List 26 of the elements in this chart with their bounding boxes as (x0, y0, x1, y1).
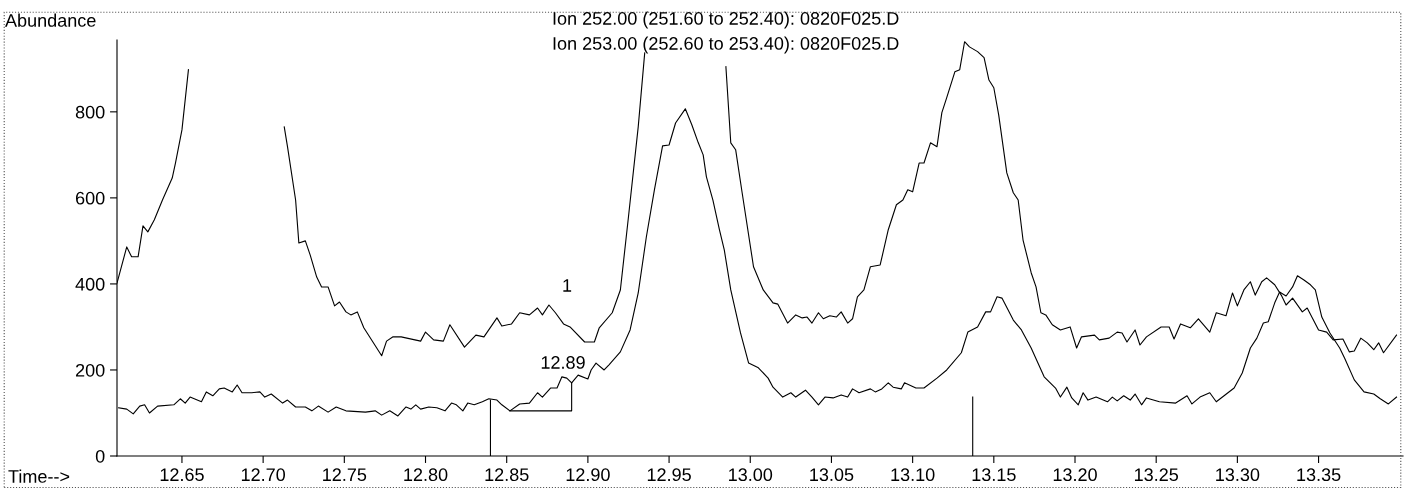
y-tick-label: 600 (75, 191, 105, 205)
x-tick-label: 13.30 (1216, 468, 1260, 482)
x-tick-label: 12.90 (566, 468, 610, 482)
x-tick-label: 12.75 (323, 468, 367, 482)
x-tick-label: 13.05 (810, 468, 854, 482)
x-tick-label: 12.70 (241, 468, 286, 482)
x-axis-title: Time--> (8, 469, 70, 483)
y-tick-label: 200 (75, 363, 105, 377)
text: Ion 252.00 (251.60 to 252.40): 0820F025.D (553, 11, 899, 29)
y-tick-label: 400 (75, 277, 105, 291)
annotation: 1 (563, 279, 572, 292)
x-tick-label: 12.80 (404, 468, 448, 482)
x-tick-label: 12.85 (485, 468, 529, 482)
x-tick-label: 12.95 (647, 468, 691, 482)
annotation: 12.89 (541, 356, 585, 369)
y-axis-title: Abundance (5, 13, 96, 27)
annotation: Ion 253.00 (252.60 to 253.40): 0820F025.D (553, 36, 899, 54)
x-tick-label: 13.20 (1053, 468, 1097, 482)
x-tick-label: 12.65 (160, 468, 204, 482)
x-tick-label: 13.35 (1297, 468, 1341, 482)
y-tick-label: 800 (75, 105, 105, 119)
x-tick-label: 13.25 (1134, 468, 1179, 482)
x-tick-label: 13.15 (972, 468, 1016, 482)
x-tick-label: 13.00 (729, 468, 773, 482)
y-tick-label: 0 (95, 449, 105, 463)
x-tick-label: 13.10 (891, 468, 935, 482)
